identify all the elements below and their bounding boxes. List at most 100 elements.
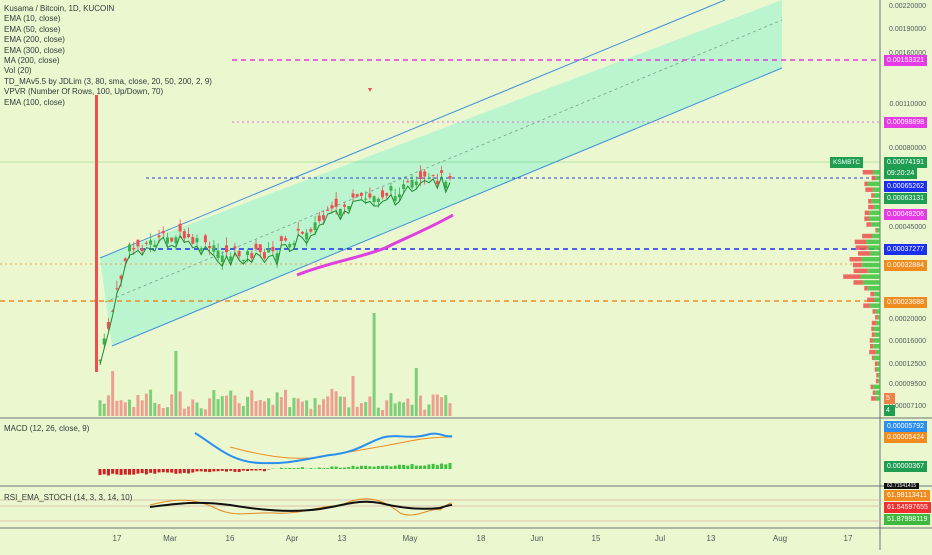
macd-hist-bar (136, 469, 139, 474)
volume-bar (124, 402, 127, 416)
indicator-td-ma[interactable]: TD_MAv5.5 by JDLim (3, 80, sma, close, 2… (4, 77, 212, 87)
volume-bar (330, 389, 333, 416)
vpvr-bar-up (870, 251, 880, 256)
symbol-title[interactable]: Kusama / Bitcoin, 1D, KUCOIN (4, 4, 212, 14)
candle-body (115, 288, 118, 289)
vpvr-bar-down (869, 350, 875, 355)
candle-body (238, 251, 241, 256)
macd-hist-bar (352, 466, 355, 469)
vpvr-bar-up (877, 228, 880, 233)
candle-body (402, 184, 405, 189)
candle-body (301, 232, 304, 234)
candle-body (225, 245, 228, 252)
candle-body (183, 231, 186, 238)
vpvr-bar-down (856, 245, 868, 250)
volume-bar (153, 403, 156, 416)
macd-hist-bar (292, 468, 295, 469)
vpvr-bar-up (875, 390, 880, 395)
candle-body (356, 194, 359, 196)
macd-hist-bar (191, 469, 194, 473)
candle-body (449, 176, 452, 179)
countdown-tag: 09:20:24 (884, 168, 917, 179)
candle-body (326, 210, 329, 211)
macd-hist-bar (187, 469, 190, 473)
volume-bar (419, 396, 422, 416)
candle-body (398, 194, 401, 197)
macd-hist-bar (347, 467, 350, 469)
indicator-ema-100[interactable]: EMA (100, close) (4, 98, 212, 108)
indicator-ema-300[interactable]: EMA (300, close) (4, 46, 212, 56)
macd-histogram (99, 463, 452, 475)
macd-hist-bar (120, 469, 123, 475)
vpvr-bar-down (872, 176, 876, 181)
price-tag-magenta-top: 0.00153321 (884, 55, 927, 66)
macd-hist-bar (381, 466, 384, 469)
volume-bar (141, 400, 144, 416)
candle-body (271, 247, 274, 251)
volume-bar (145, 394, 148, 416)
volume-bar (200, 408, 203, 416)
volume-bar (162, 408, 165, 416)
rsi-pane-label[interactable]: RSI_EMA_STOCH (14, 3, 3, 14, 10) (4, 493, 132, 502)
volume-bar (259, 400, 262, 416)
macd-hist-bar (432, 464, 435, 469)
macd-pane-label[interactable]: MACD (12, 26, close, 9) (4, 424, 89, 433)
vpvr-bar-up (862, 263, 880, 268)
price-tick: 0.00009500 (889, 381, 926, 388)
macd-hist-bar (170, 469, 173, 473)
volume-bar (415, 368, 418, 416)
candle-body (373, 196, 376, 202)
vpvr-bar-up (878, 379, 880, 384)
vpvr-bar-up (874, 193, 880, 198)
vpvr-bar-down (871, 327, 873, 332)
macd-hist-bar (128, 469, 131, 475)
macd-hist-bar (318, 468, 321, 469)
price-tag-magenta-mid: 0.00098898 (884, 117, 927, 128)
macd-hist-bar (326, 468, 329, 469)
candle-body (259, 244, 262, 252)
candle-body (411, 180, 414, 188)
vpvr-bar-up (860, 274, 880, 279)
macd-hist-bar (389, 466, 392, 469)
volume-bar (326, 396, 329, 416)
candle-body (124, 258, 127, 261)
volume-bar (111, 371, 114, 416)
candle-body (153, 245, 156, 247)
candle-body (432, 175, 435, 176)
candle-body (149, 240, 152, 244)
indicator-ema-10[interactable]: EMA (10, close) (4, 14, 212, 24)
candle-body (255, 244, 258, 249)
indicator-ema-200[interactable]: EMA (200, close) (4, 35, 212, 45)
macd-hist-bar (255, 469, 258, 471)
candle-body (360, 193, 363, 196)
candle-body (221, 256, 224, 263)
volume-bar (309, 409, 312, 416)
macd-hist-bar (103, 469, 106, 474)
macd-hist-bar (149, 469, 152, 473)
candle-body (406, 181, 409, 182)
time-label: 18 (477, 534, 486, 543)
indicator-vol[interactable]: Vol (20) (4, 66, 212, 76)
candle-body (170, 238, 173, 242)
rsi-tag-top: 62.71541415 (884, 483, 919, 489)
volume-bar (356, 407, 359, 416)
candle-body (233, 246, 236, 248)
macd-tag-line: 0.00005792 (884, 421, 927, 432)
indicator-legend[interactable]: Kusama / Bitcoin, 1D, KUCOIN EMA (10, cl… (4, 4, 212, 108)
symbol-tag: KSMBTC (830, 157, 863, 168)
indicator-ema-50[interactable]: EMA (50, close) (4, 25, 212, 35)
volume-bar (360, 403, 363, 416)
time-label: Jun (531, 534, 544, 543)
macd-hist-bar (246, 469, 249, 471)
volume-bar (368, 396, 371, 416)
macd-hist-bar (309, 468, 312, 469)
candle-body (200, 248, 203, 250)
candle-body (136, 240, 139, 247)
macd-hist-bar (284, 468, 287, 469)
time-label: 13 (707, 534, 716, 543)
indicator-vpvr[interactable]: VPVR (Number Of Rows, 100, Up/Down, 70) (4, 87, 212, 97)
indicator-ma-200[interactable]: MA (200, close) (4, 56, 212, 66)
vpvr-bar-down (872, 356, 874, 361)
price-tag-blue: 0.00065262 (884, 181, 927, 192)
